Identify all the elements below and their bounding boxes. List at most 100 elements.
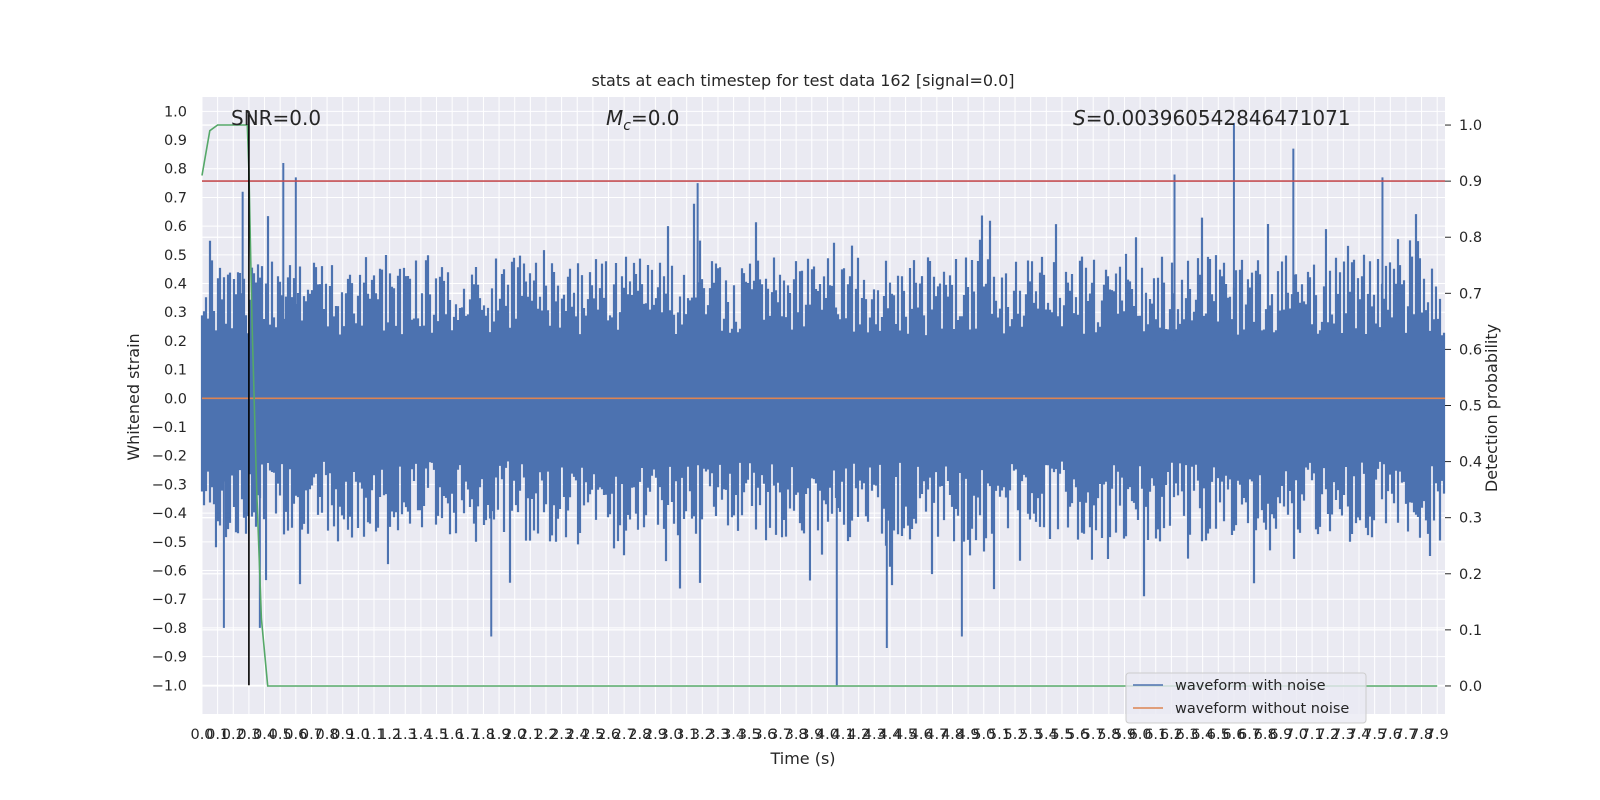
y-tick-label: 1.0 — [164, 104, 187, 120]
y2-tick-label: 0.4 — [1459, 455, 1482, 471]
x-tick-label: 3.3 — [706, 727, 729, 743]
y-tick-label: 0.3 — [164, 305, 187, 321]
x-tick-label: 3.4 — [722, 727, 745, 743]
x-tick-label: 5.4 — [1035, 727, 1058, 743]
y-tick-label: 0.2 — [164, 334, 187, 350]
x-tick-label: 5.8 — [1097, 727, 1120, 743]
x-tick-label: 4.9 — [957, 727, 980, 743]
x-tick-label: 4.4 — [878, 727, 901, 743]
x-tick-label: 5.6 — [1066, 727, 1089, 743]
x-tick-label: 5.5 — [1050, 727, 1073, 743]
x-tick-label: 4.6 — [910, 727, 933, 743]
y2-tick-label: 0.7 — [1459, 286, 1482, 302]
y-axis-label: Whitened strain — [124, 333, 143, 460]
legend-label-noise: waveform with noise — [1175, 678, 1326, 694]
y-tick-label: −0.1 — [152, 420, 187, 436]
y2-tick-label: 0.5 — [1459, 399, 1482, 415]
x-tick-label: 2.9 — [644, 727, 667, 743]
x-tick-label: 6.3 — [1175, 727, 1198, 743]
y-tick-label: 0.6 — [164, 219, 187, 235]
x-tick-label: 5.9 — [1113, 727, 1136, 743]
x-tick-label: 1.9 — [488, 727, 511, 743]
mc-annotation: Mc=0.0 — [606, 106, 680, 134]
x-tick-label: 1.8 — [472, 727, 495, 743]
x-tick-label: 6.0 — [1129, 727, 1152, 743]
noise-waveform — [200, 122, 1446, 686]
y-tick-label: 0.5 — [164, 248, 187, 264]
x-tick-label: 4.1 — [832, 727, 855, 743]
x-tick-label: 3.9 — [800, 727, 823, 743]
s-value: =0.003960542846471071 — [1086, 106, 1351, 130]
x-tick-label: 6.1 — [1144, 727, 1167, 743]
y-tick-label: 0.0 — [164, 391, 187, 407]
x-tick-label: 2.5 — [581, 727, 604, 743]
x-tick-label: 1.2 — [378, 727, 401, 743]
x-tick-label: 5.7 — [1082, 727, 1105, 743]
x-tick-label: 4.7 — [925, 727, 948, 743]
x-tick-label: 6.2 — [1160, 727, 1183, 743]
mc-value: =0.0 — [631, 106, 680, 130]
x-tick-label: 0.3 — [237, 727, 260, 743]
y-tick-label: 0.7 — [164, 190, 187, 206]
x-axis-label: Time (s) — [769, 749, 835, 768]
y-tick-label: 0.1 — [164, 363, 187, 379]
x-tick-label: 6.4 — [1191, 727, 1214, 743]
x-tick-label: 3.0 — [660, 727, 683, 743]
x-tick-label: 1.0 — [347, 727, 370, 743]
y-tick-label: 0.4 — [164, 277, 187, 293]
y2-tick-label: 0.8 — [1459, 230, 1482, 246]
x-tick-label: 7.9 — [1426, 727, 1449, 743]
chart-title: stats at each timestep for test data 162… — [591, 71, 1014, 90]
x-tick-label: 7.7 — [1394, 727, 1417, 743]
x-tick-label: 0.6 — [284, 727, 307, 743]
snr-annotation: SNR=0.0 — [231, 106, 321, 130]
x-tick-label: 4.3 — [863, 727, 886, 743]
y-tick-label: 0.8 — [164, 162, 187, 178]
y-tick-label: −0.8 — [152, 621, 187, 637]
y2-tick-label: 0.9 — [1459, 174, 1482, 190]
x-tick-label: 7.1 — [1301, 727, 1324, 743]
x-tick-label: 1.4 — [409, 727, 432, 743]
x-tick-label: 7.3 — [1332, 727, 1355, 743]
y-tick-label: −1.0 — [152, 678, 187, 694]
x-tick-label: 2.6 — [597, 727, 620, 743]
x-tick-label: 1.3 — [394, 727, 417, 743]
x-tick-label: 6.5 — [1207, 727, 1230, 743]
y2-ticks: 1.0 0.9 0.8 0.7 0.6 0.5 0.4 0.3 0.2 0.1 0.0 — [1445, 118, 1482, 695]
x-tick-label: 4.0 — [816, 727, 839, 743]
x-tick-label: 2.8 — [628, 727, 651, 743]
x-tick-label: 5.1 — [988, 727, 1011, 743]
x-tick-label: 7.6 — [1379, 727, 1402, 743]
y-tick-label: −0.3 — [152, 477, 187, 493]
s-annotation: S=0.003960542846471071 — [1073, 106, 1351, 130]
x-tick-label: 1.1 — [362, 727, 385, 743]
x-tick-label: 1.5 — [425, 727, 448, 743]
x-tick-label: 4.2 — [847, 727, 870, 743]
x-tick-label: 2.2 — [534, 727, 557, 743]
y-tick-label: −0.4 — [152, 506, 187, 522]
x-tick-label: 6.7 — [1238, 727, 1261, 743]
x-tick-label: 0.9 — [331, 727, 354, 743]
x-tick-label: 7.8 — [1410, 727, 1433, 743]
y-ticks: 1.0 0.9 0.8 0.7 0.6 0.5 0.4 0.3 0.2 0.1 0.0 −0.1 −0.… — [152, 104, 187, 694]
mc-subscript: c — [623, 118, 631, 134]
x-tick-label: 0.7 — [300, 727, 323, 743]
y-tick-label: −0.9 — [152, 650, 187, 666]
x-tick-label: 1.7 — [456, 727, 479, 743]
legend-box — [1125, 672, 1367, 724]
x-tick-label: 3.7 — [769, 727, 792, 743]
x-tick-label: 0.0 — [190, 727, 213, 743]
y2-tick-label: 1.0 — [1459, 118, 1482, 134]
y-tick-label: −0.2 — [152, 449, 187, 465]
x-tick-label: 4.5 — [894, 727, 917, 743]
x-tick-label: 2.1 — [519, 727, 542, 743]
x-ticks: 0.00.10.20.30.40.50.60.70.80.91.01.11.21… — [190, 727, 1448, 743]
x-tick-label: 0.5 — [269, 727, 292, 743]
x-tick-label: 2.4 — [566, 727, 589, 743]
x-tick-label: 5.0 — [972, 727, 995, 743]
x-tick-label: 7.2 — [1316, 727, 1339, 743]
x-tick-label: 0.8 — [316, 727, 339, 743]
x-tick-label: 2.7 — [613, 727, 636, 743]
series-lines — [201, 111, 1445, 687]
